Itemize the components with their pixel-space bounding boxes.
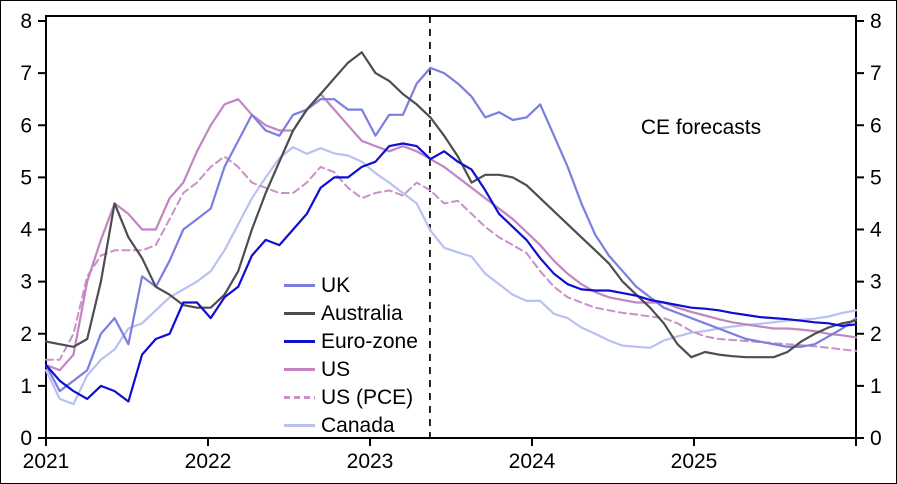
series-line-canada [44,146,858,406]
y-axis-tick-left-6: 6 [20,114,32,137]
y-axis-tick-left-4: 4 [20,219,32,242]
y-axis-tick-left-8: 8 [20,10,32,33]
legend: UK Australia Euro-zone US US (PCE) Canada [284,271,418,439]
x-axis-tick-2022: 2022 [185,450,232,473]
legend-item-us: US [284,355,418,383]
y-axis-tick-left-3: 3 [20,271,32,294]
plot-frame [45,15,857,439]
y-axis-tick-left-2: 2 [20,323,32,346]
legend-item-uk: UK [284,271,418,299]
legend-label: Canada [321,413,395,437]
x-axis-tick-2023: 2023 [347,450,394,473]
x-axis-tick-2024: 2024 [509,450,556,473]
y-axis-tick-right-4: 4 [870,219,882,242]
y-axis-tick-right-2: 2 [870,323,882,346]
y-axis-tick-left-0: 0 [20,427,32,450]
legend-label: US [321,357,351,381]
legend-label: Australia [321,301,403,325]
legend-swatch [284,311,315,315]
legend-swatch [284,339,315,343]
legend-item-us-pce-: US (PCE) [284,383,418,411]
y-axis-tick-right-5: 5 [870,166,882,189]
series-line-euro-zone [44,142,858,403]
y-axis-tick-right-7: 7 [870,62,882,85]
forecast-annotation: CE forecasts [640,116,762,139]
legend-item-canada: Canada [284,411,418,439]
y-axis-tick-right-3: 3 [870,271,882,294]
y-axis-tick-right-1: 1 [870,375,882,398]
legend-item-euro-zone: Euro-zone [284,327,418,355]
legend-swatch [284,283,315,287]
legend-swatch [284,395,315,399]
y-axis-tick-right-8: 8 [870,10,882,33]
y-axis-tick-right-6: 6 [870,114,882,137]
y-axis-tick-left-7: 7 [20,62,32,85]
x-axis-tick-2021: 2021 [23,450,70,473]
legend-label: UK [321,273,351,297]
legend-label: Euro-zone [321,329,418,353]
legend-label: US (PCE) [321,385,414,409]
series-line-australia [44,51,858,359]
y-axis-tick-left-1: 1 [20,375,32,398]
y-axis-tick-left-5: 5 [20,166,32,189]
legend-swatch [284,367,315,371]
series-line-uk [44,66,858,393]
legend-swatch [284,423,315,427]
series-line-us-pce- [45,155,857,361]
series-line-us [44,92,858,372]
legend-item-australia: Australia [284,299,418,327]
y-axis-tick-right-0: 0 [870,427,882,450]
x-axis-tick-2025: 2025 [671,450,718,473]
